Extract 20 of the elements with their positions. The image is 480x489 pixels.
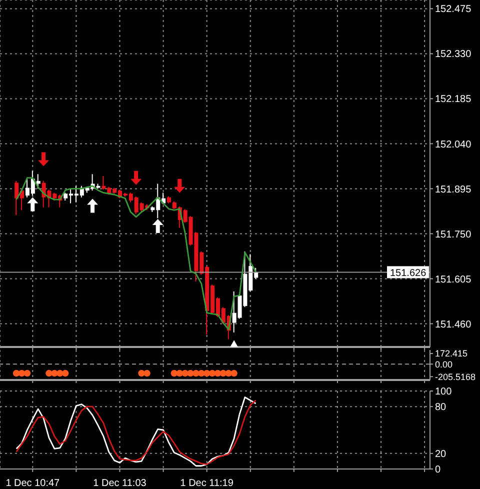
x-tick-label: 1 Dec 10:47 bbox=[6, 478, 60, 489]
y-tick-label: 152.475 bbox=[435, 4, 472, 16]
y-tick-label: 0.00 bbox=[435, 359, 453, 370]
y-tick-label: 152.330 bbox=[435, 49, 472, 60]
y-tick-label: 152.185 bbox=[435, 94, 472, 106]
y-tick-label: 151.605 bbox=[435, 274, 472, 286]
y-tick-label: 151.895 bbox=[435, 184, 472, 196]
y-tick-label: 172.415 bbox=[435, 348, 468, 359]
y-tick-label: 20 bbox=[435, 448, 447, 460]
y-tick-label: 151.460 bbox=[435, 319, 472, 330]
y-tick-label: 100 bbox=[435, 386, 452, 398]
ref-line-label: 151.626 bbox=[390, 268, 427, 280]
y-tick-label: 0 bbox=[435, 464, 441, 476]
line-series bbox=[16, 177, 257, 330]
y-tick-label: 152.040 bbox=[435, 139, 472, 150]
y-tick-label: 80 bbox=[435, 402, 447, 414]
x-tick-label: 1 Dec 11:03 bbox=[93, 478, 147, 489]
y-tick-label: 151.750 bbox=[435, 229, 472, 240]
y-tick-label: -205.5168 bbox=[435, 372, 476, 382]
x-tick-label: 1 Dec 11:19 bbox=[180, 478, 234, 489]
